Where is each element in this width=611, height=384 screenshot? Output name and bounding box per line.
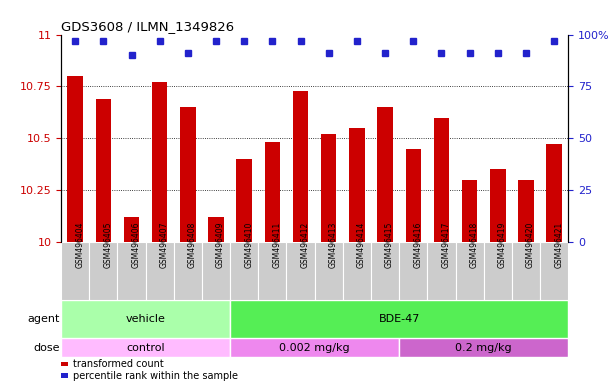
Bar <box>434 118 449 242</box>
Text: GSM496421: GSM496421 <box>554 222 563 268</box>
Bar <box>180 107 196 242</box>
Bar <box>152 82 167 242</box>
Text: GSM496419: GSM496419 <box>498 222 507 268</box>
FancyBboxPatch shape <box>145 242 174 300</box>
Text: agent: agent <box>27 314 60 324</box>
Text: 0.2 mg/kg: 0.2 mg/kg <box>455 343 512 353</box>
Bar <box>293 91 309 242</box>
Bar <box>265 142 280 242</box>
Text: GSM496418: GSM496418 <box>470 222 478 268</box>
FancyBboxPatch shape <box>512 242 540 300</box>
Text: GSM496409: GSM496409 <box>216 222 225 268</box>
FancyBboxPatch shape <box>230 300 568 338</box>
Bar <box>406 149 421 242</box>
Text: GSM496417: GSM496417 <box>441 222 450 268</box>
Text: GSM496408: GSM496408 <box>188 222 197 268</box>
Text: percentile rank within the sample: percentile rank within the sample <box>73 371 238 381</box>
Bar <box>462 180 477 242</box>
FancyBboxPatch shape <box>399 242 427 300</box>
Text: BDE-47: BDE-47 <box>378 314 420 324</box>
Text: GSM496420: GSM496420 <box>526 222 535 268</box>
Text: GSM496404: GSM496404 <box>75 222 84 268</box>
FancyBboxPatch shape <box>61 300 230 338</box>
Text: GSM496405: GSM496405 <box>103 222 112 268</box>
Text: GSM496413: GSM496413 <box>329 222 338 268</box>
FancyBboxPatch shape <box>202 242 230 300</box>
FancyBboxPatch shape <box>287 242 315 300</box>
Bar <box>236 159 252 242</box>
Bar <box>546 144 562 242</box>
Text: GSM496406: GSM496406 <box>131 222 141 268</box>
Bar <box>518 180 534 242</box>
FancyBboxPatch shape <box>315 242 343 300</box>
FancyBboxPatch shape <box>230 338 399 357</box>
Text: GSM496411: GSM496411 <box>273 222 282 268</box>
Text: GSM496415: GSM496415 <box>385 222 394 268</box>
Text: control: control <box>126 343 165 353</box>
FancyBboxPatch shape <box>484 242 512 300</box>
Bar <box>208 217 224 242</box>
FancyBboxPatch shape <box>427 242 456 300</box>
Text: vehicle: vehicle <box>126 314 166 324</box>
Text: GDS3608 / ILMN_1349826: GDS3608 / ILMN_1349826 <box>61 20 234 33</box>
Text: GSM496410: GSM496410 <box>244 222 253 268</box>
FancyBboxPatch shape <box>230 242 258 300</box>
FancyBboxPatch shape <box>540 242 568 300</box>
Bar <box>67 76 83 242</box>
Text: transformed count: transformed count <box>73 359 164 369</box>
FancyBboxPatch shape <box>174 242 202 300</box>
Bar <box>321 134 337 242</box>
Text: GSM496412: GSM496412 <box>301 222 310 268</box>
Text: GSM496416: GSM496416 <box>413 222 422 268</box>
Bar <box>490 169 505 242</box>
Bar <box>124 217 139 242</box>
Text: GSM496414: GSM496414 <box>357 222 366 268</box>
FancyBboxPatch shape <box>89 242 117 300</box>
Bar <box>95 99 111 242</box>
Text: GSM496407: GSM496407 <box>159 222 169 268</box>
FancyBboxPatch shape <box>371 242 399 300</box>
Bar <box>378 107 393 242</box>
FancyBboxPatch shape <box>456 242 484 300</box>
FancyBboxPatch shape <box>343 242 371 300</box>
Bar <box>349 128 365 242</box>
FancyBboxPatch shape <box>399 338 568 357</box>
FancyBboxPatch shape <box>117 242 145 300</box>
FancyBboxPatch shape <box>61 242 89 300</box>
FancyBboxPatch shape <box>61 338 230 357</box>
FancyBboxPatch shape <box>258 242 287 300</box>
Text: dose: dose <box>33 343 60 353</box>
Text: 0.002 mg/kg: 0.002 mg/kg <box>279 343 350 353</box>
